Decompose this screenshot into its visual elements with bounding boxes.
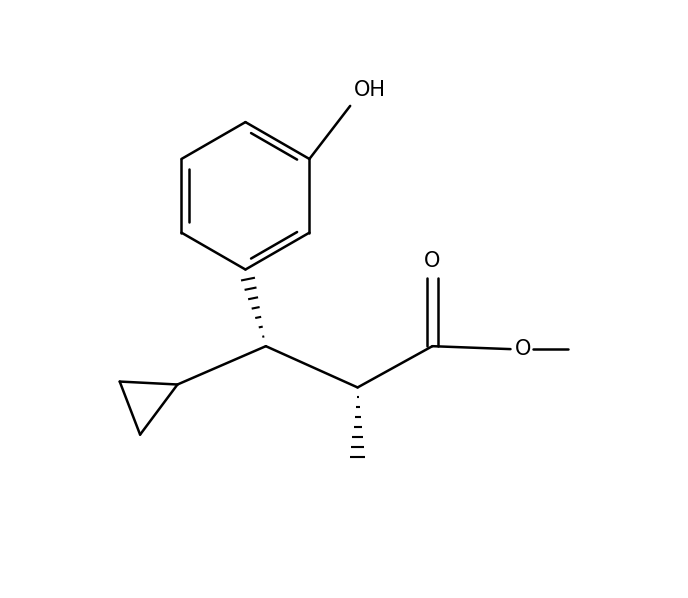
Text: OH: OH	[354, 80, 385, 100]
Text: O: O	[424, 251, 440, 271]
Text: O: O	[515, 339, 531, 359]
